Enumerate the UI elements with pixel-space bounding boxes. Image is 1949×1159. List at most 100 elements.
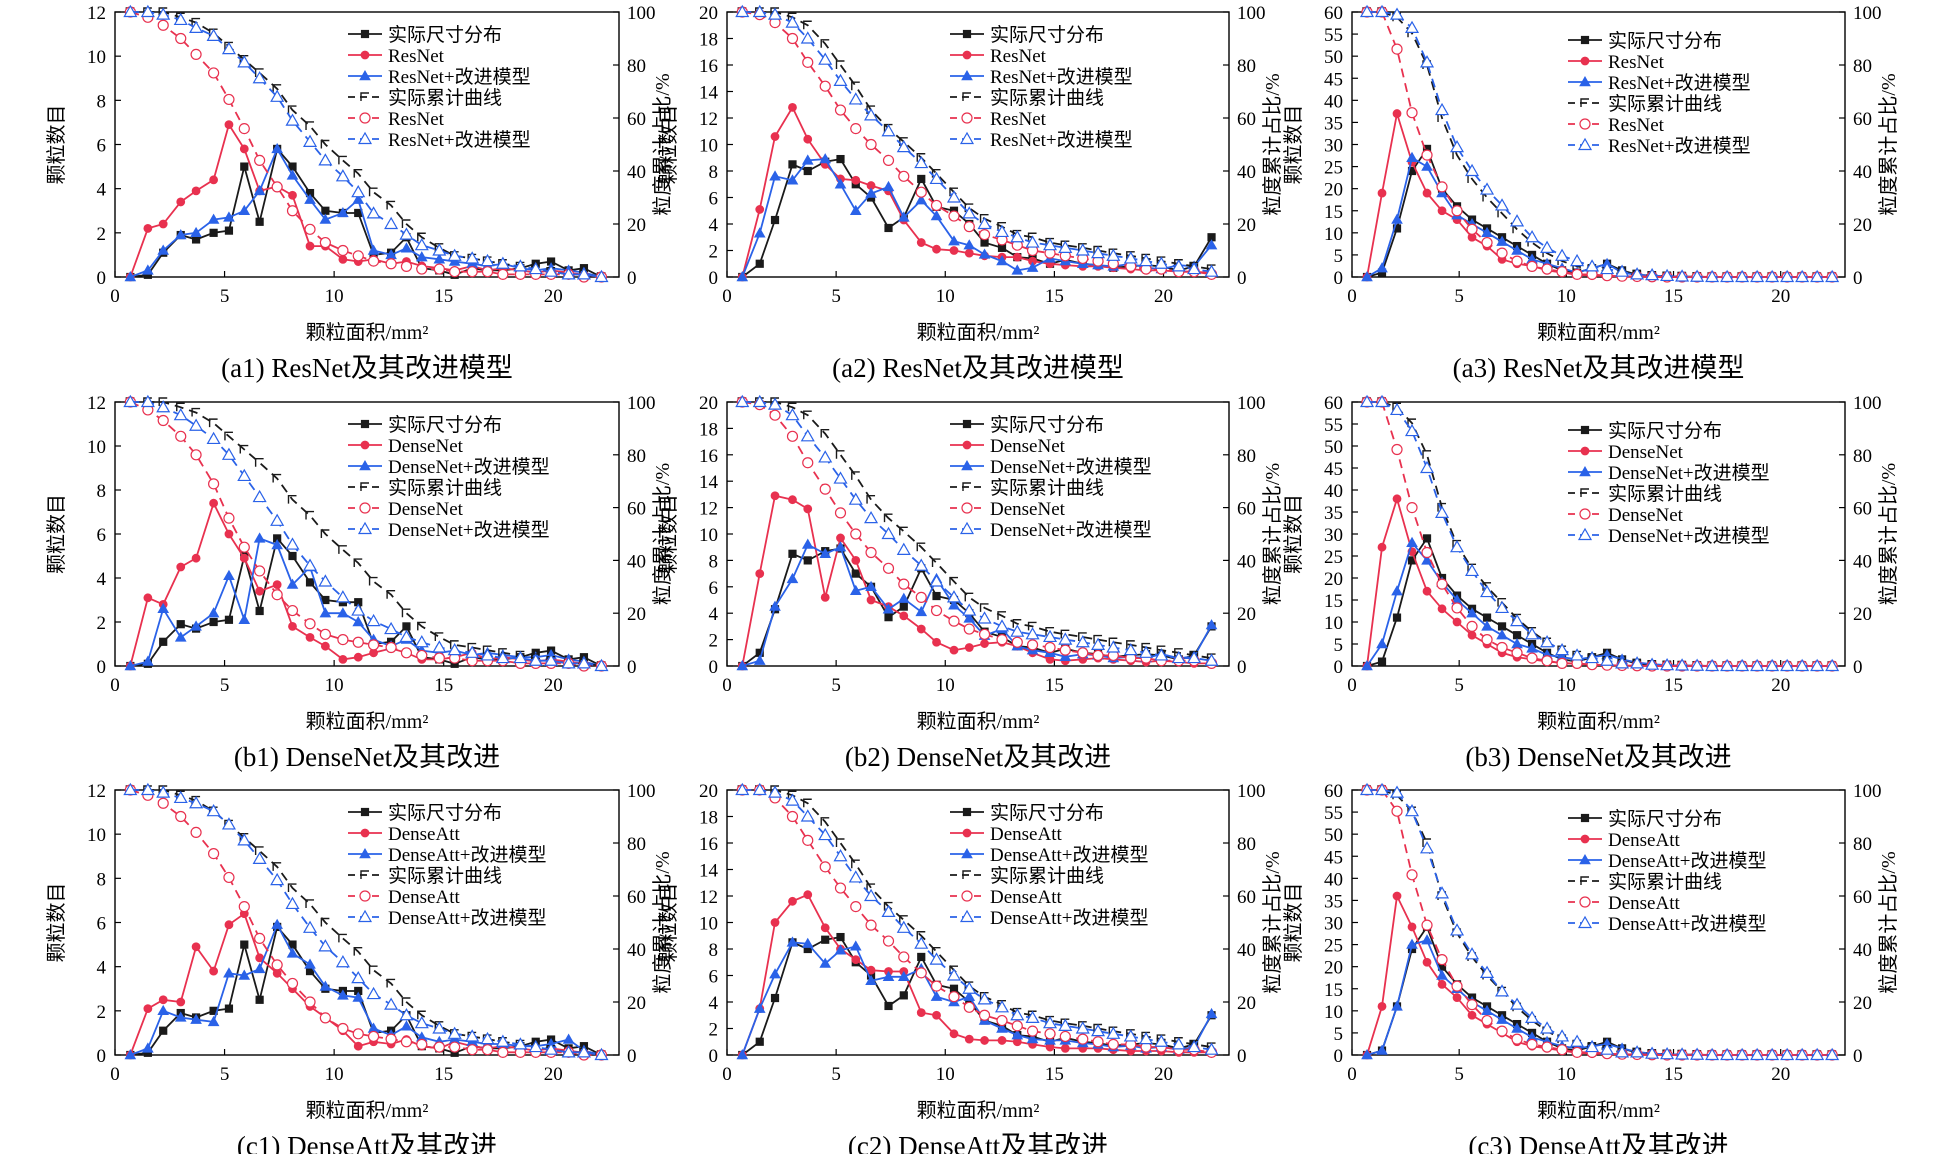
data-point bbox=[1526, 260, 1538, 272]
data-point bbox=[882, 180, 895, 192]
data-point bbox=[785, 793, 800, 806]
data-point bbox=[1091, 1023, 1106, 1037]
legend-marker bbox=[357, 131, 373, 145]
y-left-tick-label: 8 bbox=[709, 162, 719, 183]
data-point bbox=[238, 204, 251, 215]
data-point bbox=[288, 162, 297, 171]
data-point bbox=[208, 478, 220, 490]
data-point bbox=[353, 168, 363, 178]
x-tick-label: 10 bbox=[936, 286, 955, 307]
data-point bbox=[414, 635, 429, 648]
panel-caption: (a2) ResNet及其改进模型 bbox=[832, 353, 1124, 383]
data-point bbox=[1496, 247, 1508, 259]
data-point bbox=[173, 790, 188, 804]
data-point bbox=[319, 236, 331, 249]
data-point bbox=[1540, 1021, 1555, 1034]
data-point bbox=[465, 251, 480, 264]
data-point bbox=[1044, 1028, 1056, 1040]
data-point bbox=[1555, 642, 1570, 656]
data-point bbox=[449, 640, 459, 649]
data-point bbox=[994, 619, 1010, 632]
x-tick-label: 15 bbox=[1664, 675, 1683, 696]
y-left-tick-label: 4 bbox=[97, 958, 107, 979]
data-point bbox=[143, 593, 153, 603]
y-right-tick-label: 60 bbox=[627, 499, 646, 520]
data-point bbox=[432, 243, 447, 256]
y-left-tick-label: 18 bbox=[699, 419, 718, 440]
legend-marker bbox=[961, 502, 973, 514]
data-point bbox=[1511, 255, 1523, 267]
y-right-tick-label: 100 bbox=[1237, 3, 1266, 24]
data-point bbox=[1481, 236, 1493, 249]
data-point bbox=[1391, 585, 1403, 596]
data-point bbox=[271, 538, 283, 550]
data-point bbox=[209, 228, 218, 237]
legend-label: DenseAtt bbox=[990, 887, 1062, 908]
data-point bbox=[223, 871, 235, 884]
y-right-tick-label: 80 bbox=[1853, 834, 1872, 855]
data-point bbox=[803, 410, 812, 420]
data-point bbox=[401, 219, 411, 228]
series-line bbox=[741, 105, 1212, 278]
y-left-tick-label: 4 bbox=[97, 569, 107, 590]
data-point bbox=[819, 153, 832, 164]
data-point bbox=[189, 20, 204, 34]
data-point bbox=[255, 217, 264, 226]
data-point bbox=[252, 489, 267, 503]
series-base bbox=[1362, 109, 1837, 282]
y-right-tick-label: 20 bbox=[1853, 604, 1872, 625]
data-point bbox=[287, 494, 297, 504]
data-point bbox=[786, 430, 799, 442]
legend-label: DenseNet+改进模型 bbox=[990, 456, 1152, 478]
data-point bbox=[123, 4, 138, 18]
data-point bbox=[755, 259, 764, 268]
data-point bbox=[272, 84, 282, 93]
x-tick-label: 0 bbox=[1347, 675, 1357, 696]
legend-marker bbox=[961, 459, 973, 471]
data-point bbox=[1123, 251, 1138, 264]
data-point bbox=[1527, 626, 1537, 636]
y-right-tick-label: 20 bbox=[627, 215, 646, 236]
series-line bbox=[129, 912, 602, 1056]
data-point bbox=[767, 785, 783, 798]
data-point bbox=[224, 615, 234, 624]
data-point bbox=[1091, 245, 1106, 259]
data-point bbox=[384, 216, 399, 230]
data-point bbox=[337, 1022, 349, 1035]
y-left-tick-label: 12 bbox=[699, 109, 718, 130]
data-point bbox=[239, 144, 249, 154]
data-point bbox=[978, 628, 991, 640]
data-point bbox=[414, 237, 429, 251]
data-point bbox=[1615, 656, 1630, 669]
data-point bbox=[367, 639, 380, 651]
data-point bbox=[800, 31, 815, 44]
data-point bbox=[223, 967, 235, 978]
chart-panel-c1: 0 5 10 15 20 0 2 4 6 8 10 12 0 20 40 60 80 100 颗粒面积/mm² 颗粒数… bbox=[45, 781, 674, 1159]
y-left-tick-label: 35 bbox=[1324, 891, 1343, 912]
y-right-tick-label: 40 bbox=[1237, 551, 1256, 572]
y-left-axis-label: 颗粒数目 bbox=[657, 494, 680, 574]
data-point bbox=[157, 797, 169, 809]
legend-marker bbox=[962, 870, 971, 879]
y-left-tick-label: 6 bbox=[709, 578, 719, 599]
data-point bbox=[1406, 869, 1418, 881]
x-tick-label: 0 bbox=[1347, 286, 1357, 307]
data-point bbox=[480, 648, 495, 661]
legend-marker bbox=[959, 131, 975, 145]
series-improved bbox=[1361, 934, 1838, 1060]
y-right-tick-label: 100 bbox=[1237, 781, 1266, 802]
y-left-tick-label: 8 bbox=[97, 91, 107, 112]
data-point bbox=[417, 1010, 426, 1020]
data-point bbox=[883, 123, 893, 133]
data-point bbox=[977, 216, 992, 230]
series-line bbox=[742, 543, 1213, 667]
data-point bbox=[1026, 1033, 1039, 1044]
legend-marker bbox=[360, 29, 370, 39]
legend-label: 实际累计曲线 bbox=[1608, 871, 1722, 893]
data-point bbox=[735, 782, 750, 796]
y-left-tick-label: 10 bbox=[87, 825, 106, 846]
data-point bbox=[948, 615, 960, 627]
data-point bbox=[352, 636, 364, 648]
data-point bbox=[321, 595, 330, 605]
legend-marker bbox=[359, 890, 371, 902]
